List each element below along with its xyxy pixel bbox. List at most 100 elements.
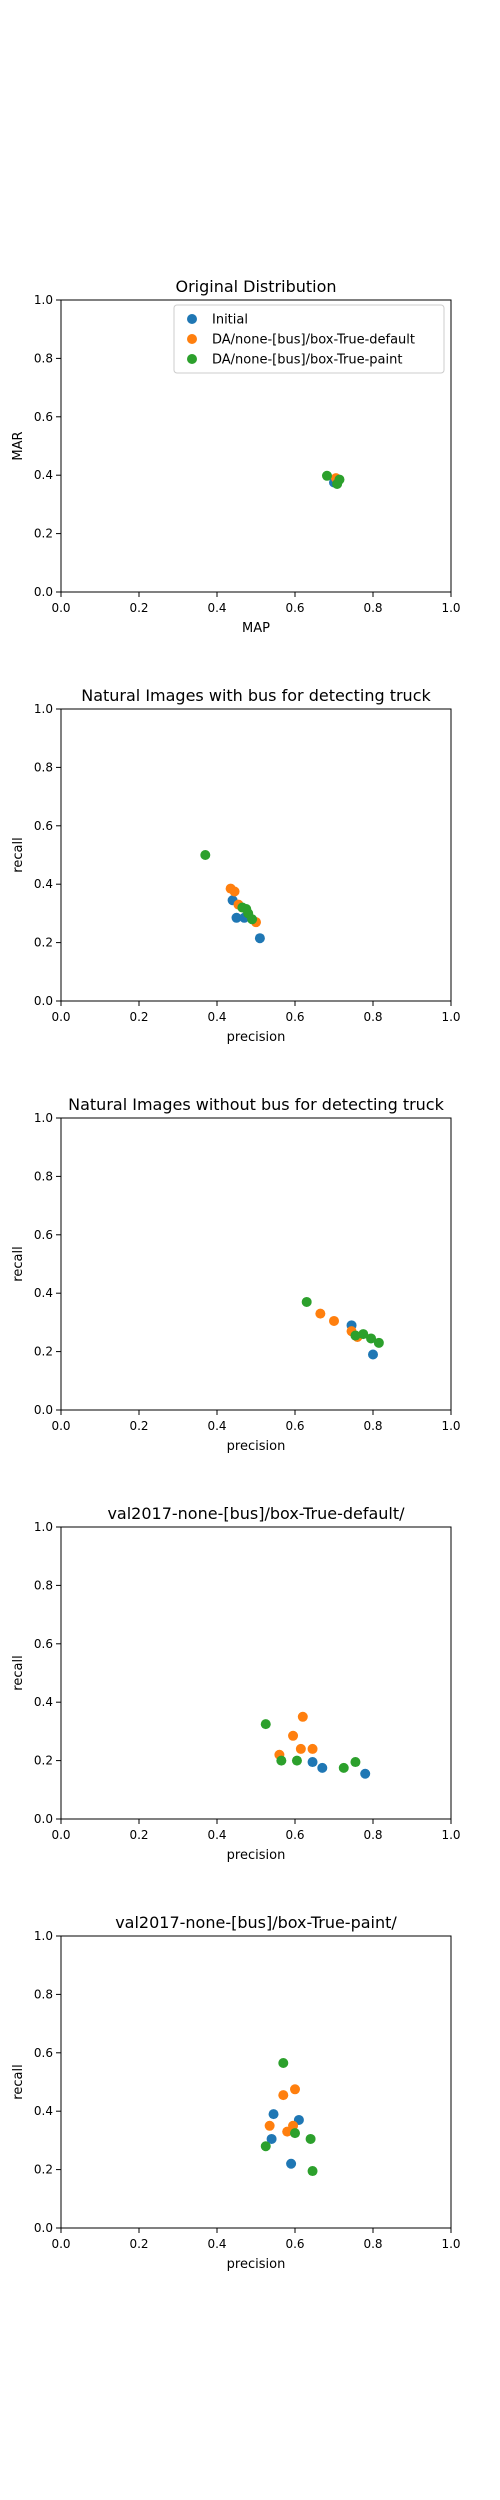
y-tick-label: 0.8 (34, 1578, 53, 1592)
data-point (290, 2128, 300, 2139)
data-point (317, 1762, 328, 1773)
y-tick-label: 0.0 (34, 994, 53, 1008)
data-point (329, 1315, 339, 1326)
y-tick-label: 0.6 (34, 410, 53, 424)
data-point (334, 474, 345, 485)
plot-frame (60, 1526, 452, 1820)
data-point (360, 1768, 371, 1779)
data-point (295, 1743, 306, 1754)
y-tick-label: 0.8 (34, 1987, 53, 2001)
x-tick-label: 0.4 (207, 1828, 226, 1842)
data-point (321, 470, 332, 481)
x-tick-label: 1.0 (441, 1828, 460, 1842)
x-tick-label: 0.6 (285, 1419, 304, 1433)
chart-5: val2017-none-[bus]/box-True-paint/0.0 0.2… (11, 1913, 461, 2272)
data-point (290, 2084, 300, 2095)
chart-title: val2017-none-[bus]/box-True-default/ (107, 1504, 405, 1523)
data-point (286, 2158, 297, 2169)
legend-label: DA/none-[bus]/box-True-paint (212, 353, 402, 368)
x-tick-label: 0.6 (285, 1828, 304, 1842)
legend-label: DA/none-[bus]/box-True-default (212, 333, 415, 348)
x-axis-label: MAP (242, 621, 270, 636)
x-axis-label: precision (227, 2257, 286, 2272)
chart-1: Original Distribution 0.0 0.2 0.4 0.6 0.8 1.0 0… (11, 277, 461, 636)
y-tick-label: 0.4 (34, 1286, 53, 1300)
data-point (268, 2109, 279, 2120)
x-tick-label: 0.6 (285, 601, 304, 615)
chart-2: Natural Images with bus for detecting tr… (11, 686, 461, 1045)
data-point (260, 1719, 271, 1730)
legend-box (173, 304, 445, 374)
x-tick-label: 0.8 (363, 1419, 382, 1433)
x-axis-label: precision (227, 1439, 286, 1454)
x-tick-label: 0.6 (285, 1010, 304, 1024)
x-tick-label: 0.4 (207, 2237, 226, 2251)
legend-marker (187, 314, 197, 324)
x-tick-label: 0.8 (363, 1828, 382, 1842)
y-tick-label: 0.2 (34, 527, 53, 541)
y-axis-label: recall (11, 837, 26, 872)
data-point (260, 2141, 271, 2152)
y-tick-label: 1.0 (34, 1929, 53, 1943)
chart-title: Natural Images without bus for detecting… (68, 1095, 444, 1114)
y-tick-label: 0.0 (34, 585, 53, 599)
plot-frame (60, 1117, 452, 1411)
y-tick-label: 0.4 (34, 468, 53, 482)
x-tick-label: 1.0 (441, 1419, 460, 1433)
data-point (297, 1711, 308, 1722)
data-point (200, 850, 211, 860)
y-tick-label: 0.2 (34, 1345, 53, 1359)
y-tick-label: 1.0 (34, 1520, 53, 1534)
data-point (278, 2058, 289, 2069)
y-tick-label: 0.8 (34, 760, 53, 774)
legend: Initial DA/none-[bus]/box-True-default DA/… (173, 304, 445, 374)
y-tick-label: 0.0 (34, 2221, 53, 2235)
data-point (368, 1349, 378, 1360)
data-point (301, 1296, 312, 1307)
data-point (373, 1337, 384, 1348)
data-point (254, 933, 265, 944)
y-tick-label: 1.0 (34, 1111, 53, 1125)
y-axis-label: recall (11, 2064, 26, 2099)
legend-label: Initial (212, 313, 248, 328)
y-tick-label: 0.6 (34, 1637, 53, 1651)
data-point (247, 914, 258, 925)
x-tick-label: 0.2 (129, 2237, 148, 2251)
y-tick-label: 0.2 (34, 1754, 53, 1768)
data-point (305, 2133, 316, 2144)
chart-3: Natural Images without bus for detecting… (11, 1095, 461, 1454)
x-tick-label: 0.6 (285, 2237, 304, 2251)
y-tick-label: 0.4 (34, 2104, 53, 2118)
x-tick-label: 0.8 (363, 2237, 382, 2251)
data-point (264, 2120, 275, 2131)
x-tick-label: 1.0 (441, 601, 460, 615)
x-tick-label: 0.4 (207, 601, 226, 615)
data-point (276, 1755, 287, 1766)
x-tick-label: 0.0 (51, 1419, 70, 1433)
plot-frame (60, 1935, 452, 2229)
data-point (307, 1757, 318, 1768)
x-tick-label: 0.2 (129, 1419, 148, 1433)
x-axis-label: precision (227, 1848, 286, 1863)
y-tick-label: 0.6 (34, 2046, 53, 2060)
x-tick-label: 0.2 (129, 601, 148, 615)
data-point (338, 1762, 349, 1773)
data-point (288, 1730, 299, 1741)
y-tick-label: 0.0 (34, 1403, 53, 1417)
y-tick-label: 1.0 (34, 702, 53, 716)
chart-title: val2017-none-[bus]/box-True-paint/ (115, 1913, 397, 1932)
plot-frame (60, 708, 452, 1002)
y-tick-label: 0.4 (34, 877, 53, 891)
data-point (229, 886, 240, 897)
x-tick-label: 0.0 (51, 2237, 70, 2251)
data-point (358, 1329, 369, 1340)
y-tick-label: 0.6 (34, 1228, 53, 1242)
legend-marker (187, 354, 197, 364)
x-tick-label: 0.0 (51, 601, 70, 615)
x-tick-label: 0.2 (129, 1010, 148, 1024)
plot-frame (60, 299, 452, 593)
y-axis-label: MAR (11, 431, 26, 460)
x-tick-label: 1.0 (441, 1010, 460, 1024)
